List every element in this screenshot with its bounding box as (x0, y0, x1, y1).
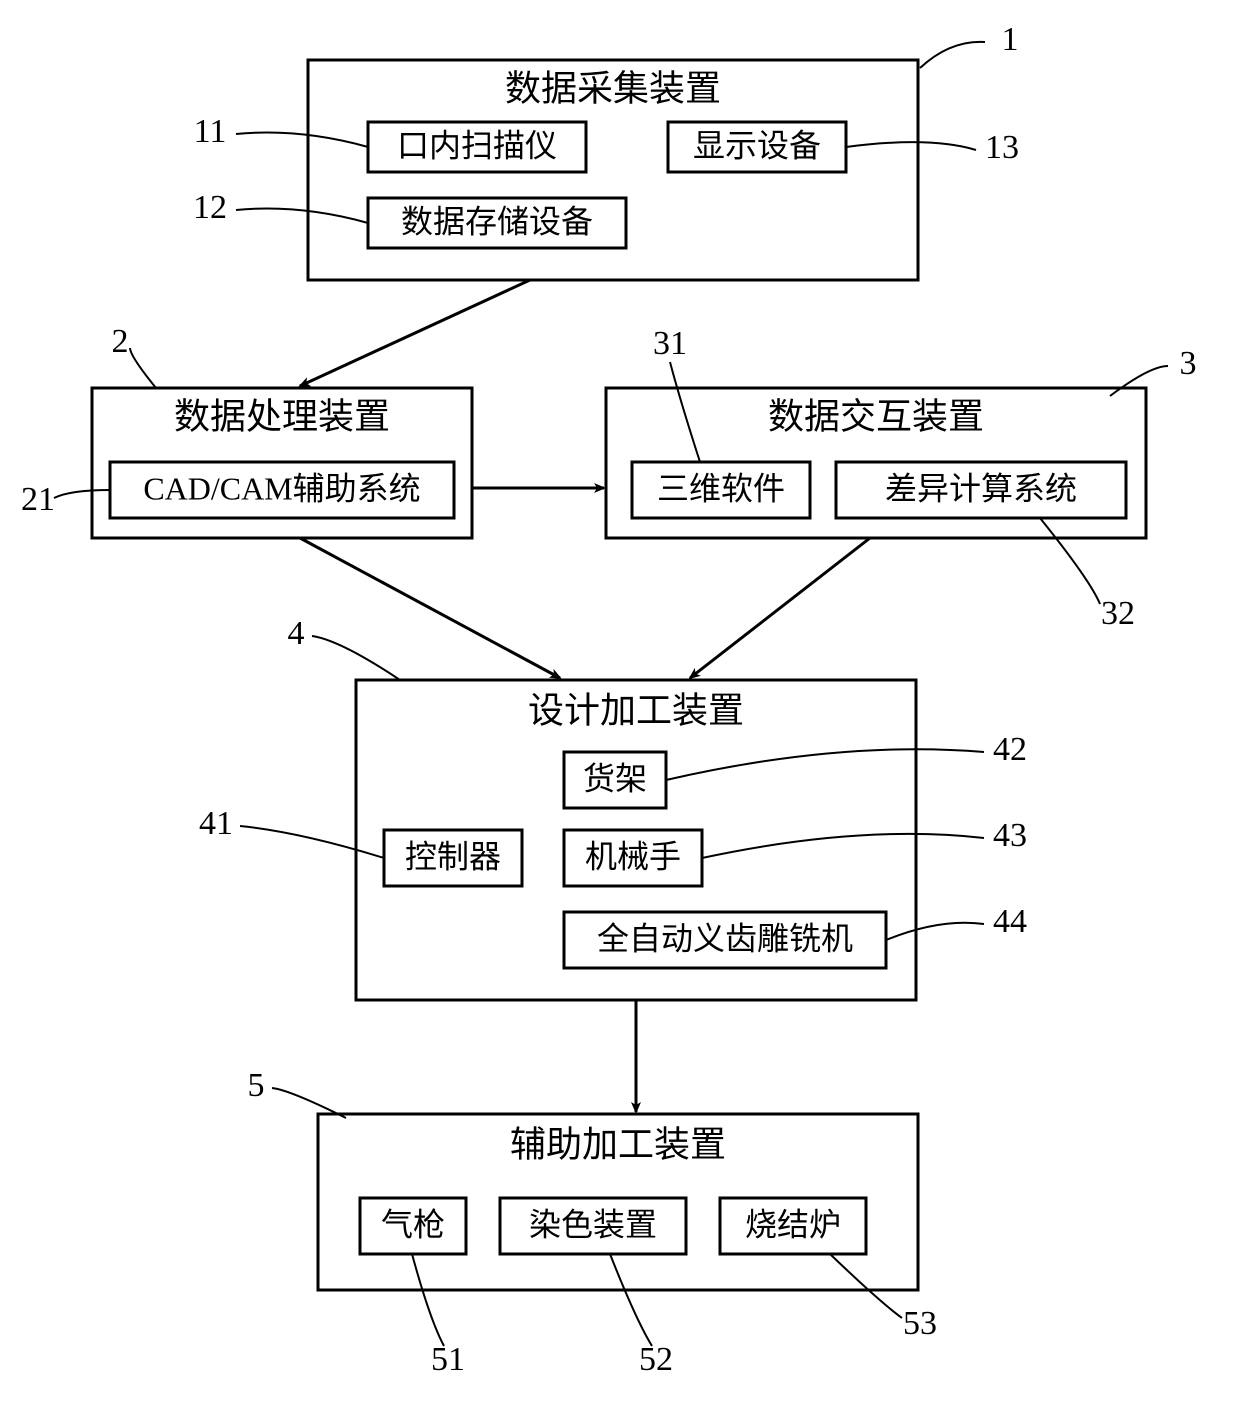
ref-4: 4 (288, 615, 305, 652)
leader-line (130, 348, 156, 388)
ref-3: 3 (1180, 345, 1197, 382)
leader-line (610, 1254, 652, 1346)
leader-line (236, 133, 368, 147)
ref-21: 21 (21, 481, 55, 518)
leader-line (666, 749, 984, 780)
leader-line (920, 42, 985, 68)
box-b5-title: 辅助加工装置 (510, 1124, 726, 1164)
box-b2-title: 数据处理装置 (174, 396, 390, 436)
subbox-b32-label: 差异计算系统 (885, 470, 1077, 506)
box-b1-title: 数据采集装置 (505, 68, 721, 108)
subbox-b53-label: 烧结炉 (745, 1206, 841, 1242)
subbox-b41-label: 控制器 (405, 838, 501, 874)
ref-41: 41 (199, 805, 233, 842)
ref-31: 31 (653, 325, 687, 362)
leader-line (272, 1088, 346, 1118)
ref-52: 52 (639, 1341, 673, 1378)
ref-44: 44 (993, 903, 1027, 940)
ref-42: 42 (993, 731, 1027, 768)
arrow-a2-4 (300, 538, 560, 678)
subbox-b31-label: 三维软件 (657, 470, 785, 506)
leader-line (240, 826, 384, 858)
leader-line (1040, 518, 1100, 604)
subbox-b11-label: 口内扫描仪 (397, 127, 557, 163)
box-b3-title: 数据交互装置 (768, 396, 984, 436)
ref-32: 32 (1101, 595, 1135, 632)
subbox-b43-label: 机械手 (585, 838, 681, 874)
subbox-b13-label: 显示设备 (693, 127, 821, 163)
ref-5: 5 (248, 1067, 265, 1104)
leader-line (830, 1254, 902, 1318)
subbox-b42-label: 货架 (583, 760, 647, 796)
ref-1: 1 (1002, 21, 1019, 58)
leader-line (702, 834, 984, 858)
ref-13: 13 (985, 129, 1019, 166)
subbox-b12-label: 数据存储设备 (401, 203, 593, 239)
leader-line (670, 362, 700, 462)
subbox-b51-label: 气枪 (381, 1206, 445, 1242)
ref-51: 51 (431, 1341, 465, 1378)
ref-11: 11 (194, 113, 227, 150)
leader-line (846, 142, 976, 150)
arrow-a1-2 (300, 280, 530, 386)
ref-53: 53 (903, 1305, 937, 1342)
ref-2: 2 (112, 323, 129, 360)
ref-12: 12 (193, 189, 227, 226)
subbox-b21-label: CAD/CAM辅助系统 (143, 470, 420, 506)
leader-line (1110, 366, 1168, 396)
leader-line (412, 1254, 444, 1346)
leader-line (312, 636, 400, 680)
arrow-a3-4 (690, 538, 870, 678)
leader-line (886, 923, 984, 940)
leader-line (54, 490, 110, 498)
subbox-b44-label: 全自动义齿雕铣机 (597, 920, 853, 956)
ref-43: 43 (993, 817, 1027, 854)
box-b4-title: 设计加工装置 (528, 690, 744, 730)
leader-line (236, 209, 368, 223)
subbox-b52-label: 染色装置 (529, 1206, 657, 1242)
